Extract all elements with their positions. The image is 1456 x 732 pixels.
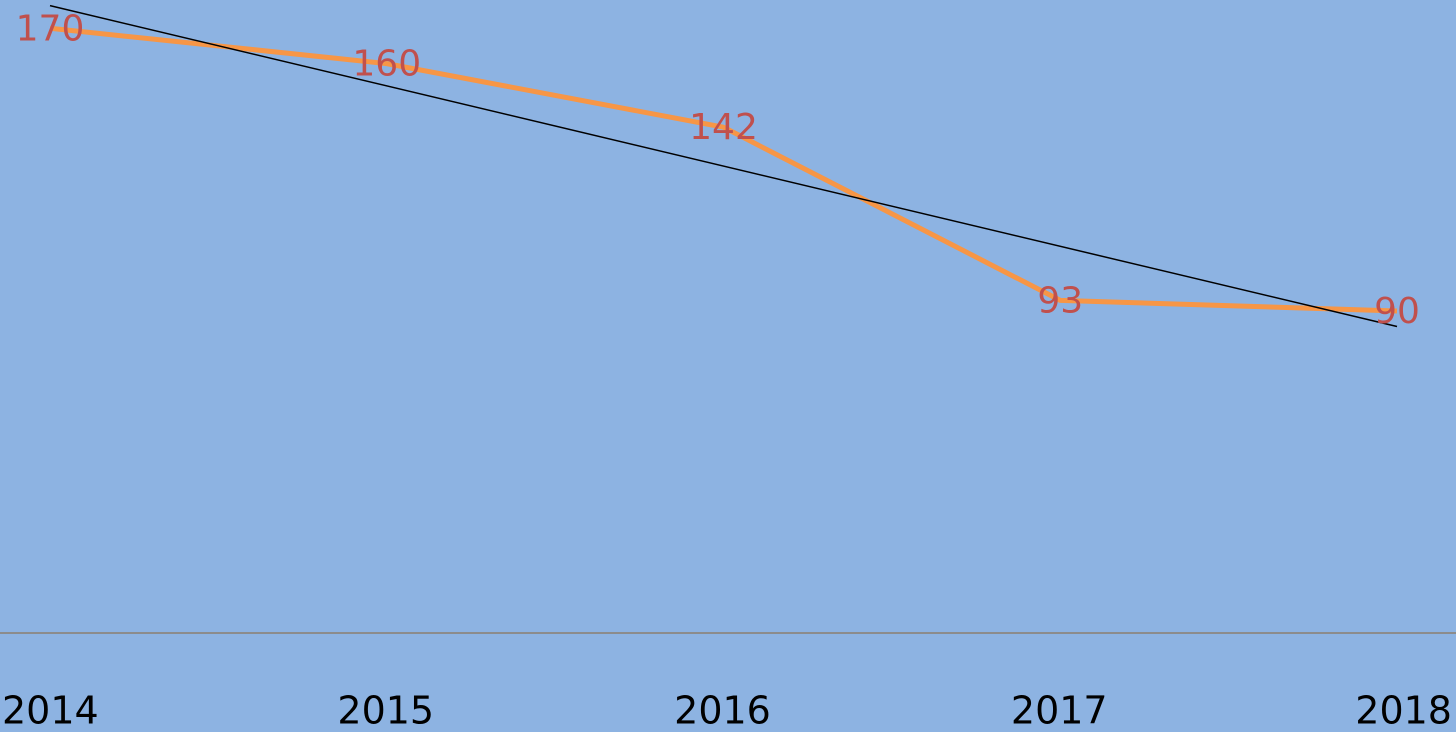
trendline <box>49 4 1398 328</box>
x-tick-label: 2015 <box>337 689 434 732</box>
data-label: 170 <box>16 8 85 49</box>
x-tick-label: 2014 <box>2 689 99 732</box>
x-tick-label: 2018 <box>1355 689 1452 732</box>
x-tick-label: 2016 <box>674 689 771 732</box>
data-label: 160 <box>352 44 421 85</box>
x-tick-label: 2017 <box>1011 689 1108 732</box>
data-label: 93 <box>1037 280 1083 321</box>
data-line <box>49 25 1398 314</box>
data-label: 142 <box>689 107 758 148</box>
data-label: 90 <box>1374 291 1420 332</box>
